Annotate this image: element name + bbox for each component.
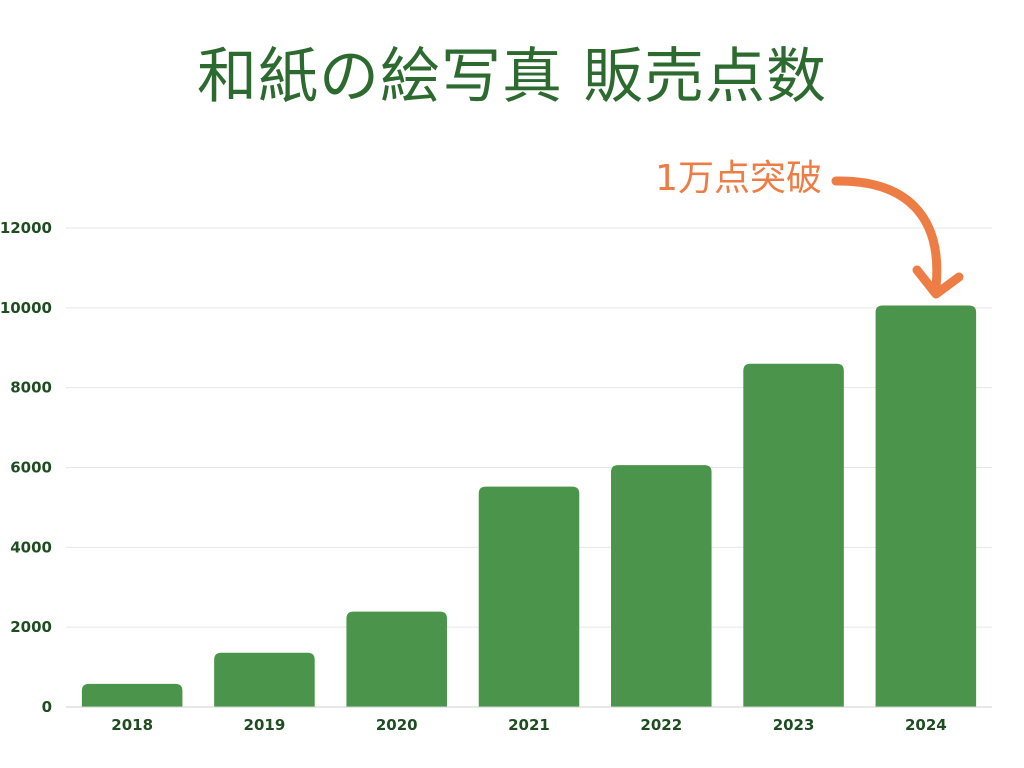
x-tick-label: 2018 [111, 716, 153, 734]
x-tick-label: 2020 [376, 716, 418, 734]
annotation-arrowhead [912, 265, 964, 299]
y-tick-label: 10000 [0, 299, 52, 317]
x-axis-ticks: 2018 2019 2020 2021 2022 2023 2024 [111, 716, 946, 734]
x-tick-label: 2022 [640, 716, 682, 734]
y-tick-label: 8000 [10, 379, 52, 397]
x-tick-label: 2021 [508, 716, 550, 734]
annotation-arrow [831, 176, 942, 292]
y-tick-label: 2000 [10, 618, 52, 636]
bars [81, 305, 977, 707]
x-tick-label: 2023 [773, 716, 815, 734]
y-axis-ticks: 0 2000 4000 6000 8000 10000 12000 [0, 219, 52, 716]
bar-2022 [611, 465, 712, 707]
x-tick-label: 2019 [244, 716, 286, 734]
bar-2021 [478, 486, 580, 707]
y-tick-label: 4000 [10, 538, 52, 556]
y-tick-label: 12000 [0, 219, 52, 237]
x-tick-label: 2024 [905, 716, 947, 734]
annotation: 1万点突破 [655, 158, 964, 299]
bar-2018 [81, 683, 183, 707]
annotation-text: 1万点突破 [655, 158, 822, 199]
y-tick-label: 6000 [10, 459, 52, 477]
y-tick-label: 0 [42, 698, 52, 716]
bar-2024 [875, 305, 977, 707]
bar-2019 [214, 652, 315, 707]
chart-title: 和紙の絵写真 販売点数 [196, 42, 828, 112]
bar-2020 [346, 611, 447, 707]
bar-2023 [743, 363, 844, 707]
